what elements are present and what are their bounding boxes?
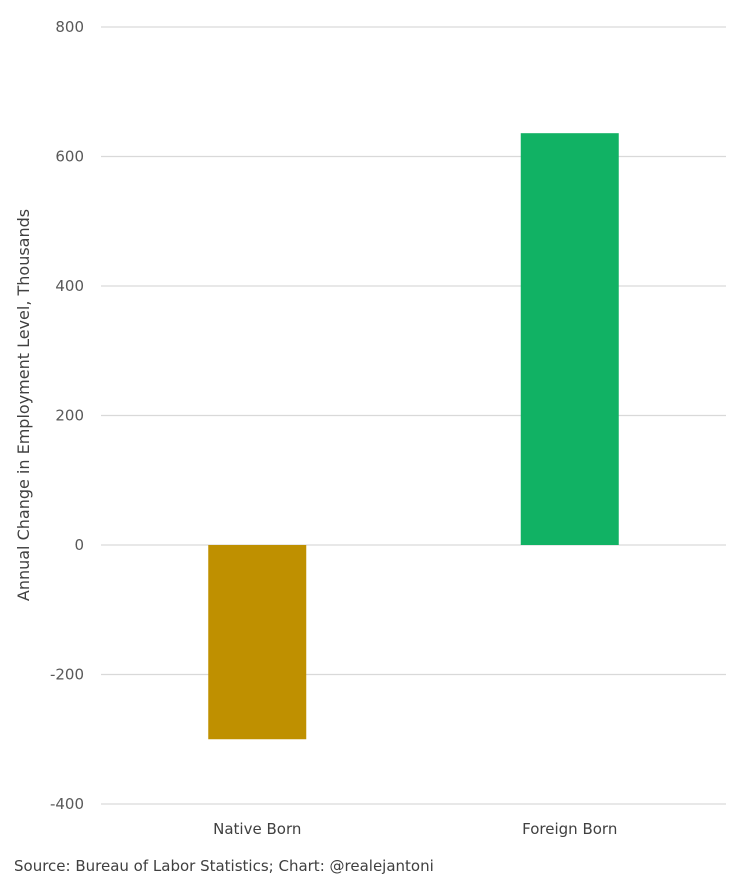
y-tick-label: 600 xyxy=(55,148,84,166)
y-tick-label: 400 xyxy=(55,277,84,295)
x-axis-categories: Native Born Foreign Born xyxy=(213,820,617,838)
bars xyxy=(208,133,619,740)
y-axis-ticks: 800 600 400 200 0 -200 -400 xyxy=(50,18,84,813)
x-category-label: Foreign Born xyxy=(522,820,617,838)
x-category-label: Native Born xyxy=(213,820,301,838)
source-note: Source: Bureau of Labor Statistics; Char… xyxy=(14,857,434,875)
bar-foreign-born xyxy=(520,133,619,545)
y-tick-label: 0 xyxy=(74,536,84,554)
y-axis-label: Annual Change in Employment Level, Thous… xyxy=(14,209,33,601)
bar-native-born xyxy=(208,545,307,740)
y-tick-label: 200 xyxy=(55,407,84,425)
y-tick-label: 800 xyxy=(55,18,84,36)
y-tick-label: -400 xyxy=(50,795,84,813)
y-tick-label: -200 xyxy=(50,666,84,684)
gridlines xyxy=(101,26,726,805)
